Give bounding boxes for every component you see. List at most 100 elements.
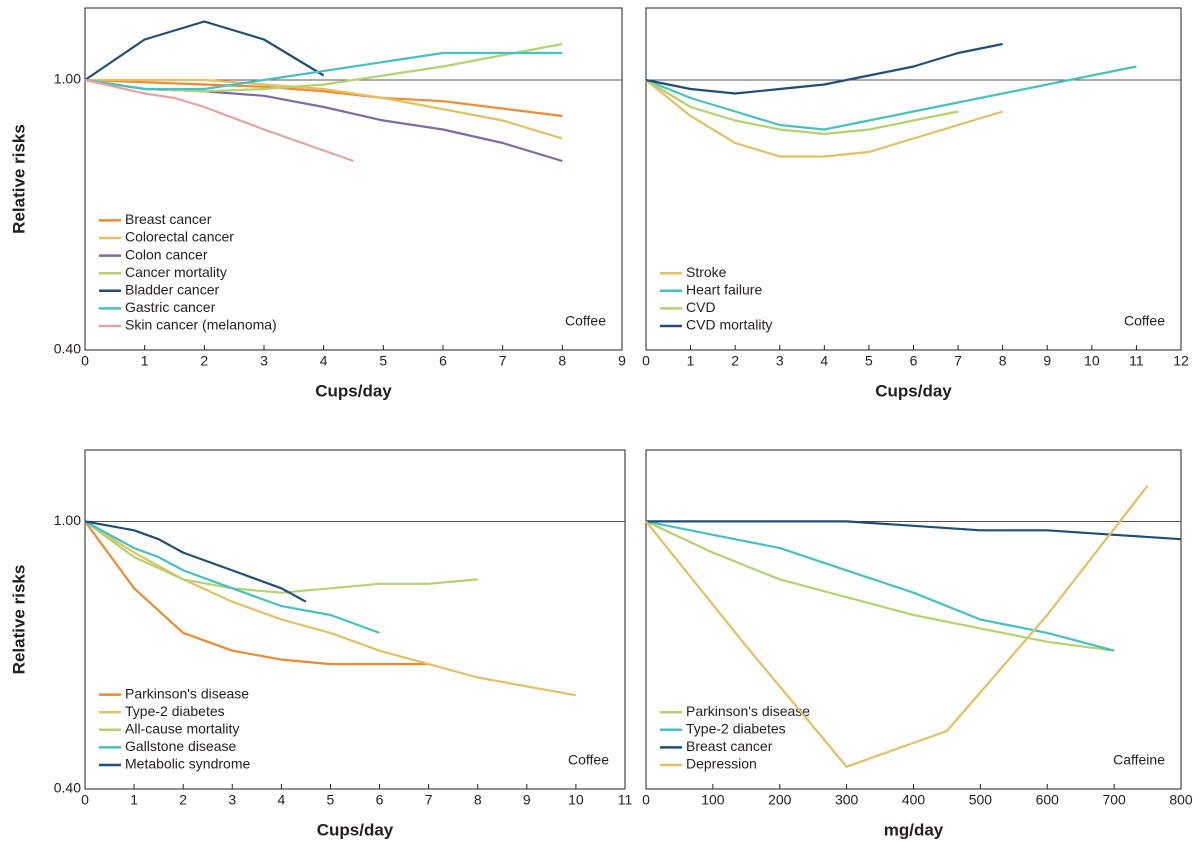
x-tick-label: 9 (618, 353, 626, 369)
x-axis-title: mg/day (884, 820, 944, 839)
legend-label: All-cause mortality (125, 721, 239, 737)
legend-label: Metabolic syndrome (125, 756, 250, 772)
series-line (645, 520, 1115, 652)
x-tick-label: 0 (642, 353, 650, 369)
series-line (84, 520, 429, 666)
x-tick-label: 4 (277, 792, 285, 808)
legend-label: Depression (686, 756, 757, 772)
series-line (645, 65, 1137, 131)
legend-label: Colon cancer (125, 246, 208, 262)
legend-label: Bladder cancer (125, 282, 220, 298)
x-tick-label: 3 (228, 792, 236, 808)
x-tick-label: 5 (327, 792, 335, 808)
annotation: Caffeine (1113, 752, 1165, 768)
legend-label: Cancer mortality (125, 264, 227, 280)
x-axis-title: Cups/day (317, 820, 394, 839)
y-tick-label: 0.40 (54, 341, 81, 357)
legend-label: CVD (686, 299, 716, 315)
x-tick-label: 8 (999, 353, 1007, 369)
x-axis-title: Cups/day (875, 381, 952, 400)
series-line (84, 20, 325, 81)
x-tick-label: 11 (618, 792, 633, 808)
x-tick-label: 10 (1084, 353, 1100, 369)
x-tick-label: 10 (568, 792, 584, 808)
x-tick-label: 6 (439, 353, 447, 369)
annotation: Coffee (1124, 313, 1165, 329)
x-tick-label: 0 (81, 353, 89, 369)
series-line (84, 520, 380, 634)
x-tick-label: 7 (954, 353, 962, 369)
x-tick-label: 600 (1036, 792, 1060, 808)
x-tick-label: 11 (1129, 353, 1144, 369)
y-axis-title: Relative risks (9, 124, 28, 234)
x-tick-label: 2 (200, 353, 208, 369)
plot-frame (84, 449, 626, 790)
plot-frame (84, 7, 623, 351)
y-tick-label: 1.00 (54, 71, 81, 87)
legend-label: Colorectal cancer (125, 229, 234, 245)
x-tick-label: 9 (523, 792, 531, 808)
legend-label: Gastric cancer (125, 299, 216, 315)
legend-label: Type-2 diabetes (686, 721, 786, 737)
x-tick-label: 200 (768, 792, 792, 808)
series-line (646, 520, 1182, 541)
x-tick-label: 7 (425, 792, 433, 808)
series-line (85, 78, 563, 140)
series-line (645, 79, 959, 136)
x-tick-label: 2 (731, 353, 739, 369)
x-tick-label: 100 (701, 792, 725, 808)
x-tick-label: 3 (260, 353, 268, 369)
series-line (84, 520, 478, 594)
plot-frame (645, 7, 1182, 351)
x-tick-label: 0 (642, 792, 650, 808)
x-tick-label: 5 (865, 353, 873, 369)
x-tick-label: 8 (474, 792, 482, 808)
series-line (84, 42, 563, 93)
x-tick-label: 500 (969, 792, 993, 808)
x-tick-label: 1 (687, 353, 695, 369)
series-line (84, 520, 577, 697)
series-line (84, 78, 354, 163)
series-line (645, 79, 1004, 158)
x-tick-label: 2 (179, 792, 187, 808)
x-tick-label: 3 (776, 353, 784, 369)
y-axis-title: Relative risks (9, 565, 28, 675)
series-line (645, 520, 1115, 652)
legend-label: Parkinson's disease (686, 703, 810, 719)
x-tick-label: 6 (376, 792, 384, 808)
series-line (84, 78, 563, 118)
series-line (84, 520, 307, 603)
y-tick-label: 0.40 (54, 780, 81, 796)
x-tick-label: 1 (130, 792, 138, 808)
legend-label: Breast cancer (125, 211, 212, 227)
legend-label: Heart failure (686, 282, 762, 298)
x-tick-label: 6 (910, 353, 918, 369)
x-tick-label: 400 (902, 792, 926, 808)
x-tick-label: 5 (379, 353, 387, 369)
x-tick-label: 9 (1043, 353, 1051, 369)
x-tick-label: 4 (820, 353, 828, 369)
legend-label: Type-2 diabetes (125, 703, 225, 719)
x-tick-label: 12 (1173, 353, 1189, 369)
series-line (84, 51, 563, 91)
legend-label: Parkinson's disease (125, 685, 249, 701)
x-tick-label: 300 (835, 792, 859, 808)
legend-label: CVD mortality (686, 317, 772, 333)
x-tick-label: 8 (558, 353, 566, 369)
x-tick-label: 7 (499, 353, 507, 369)
series-line (645, 485, 1149, 768)
x-tick-label: 800 (1169, 792, 1193, 808)
legend-label: Breast cancer (686, 738, 773, 754)
annotation: Coffee (568, 752, 609, 768)
x-axis-title: Cups/day (315, 381, 392, 400)
series-line (645, 42, 1003, 95)
x-tick-label: 700 (1102, 792, 1126, 808)
annotation: Coffee (565, 313, 606, 329)
legend-label: Gallstone disease (125, 738, 237, 754)
legend-label: Skin cancer (melanoma) (125, 317, 277, 333)
x-tick-label: 4 (320, 353, 328, 369)
x-tick-label: 1 (141, 353, 149, 369)
legend-label: Stroke (686, 264, 727, 280)
x-tick-label: 0 (81, 792, 89, 808)
